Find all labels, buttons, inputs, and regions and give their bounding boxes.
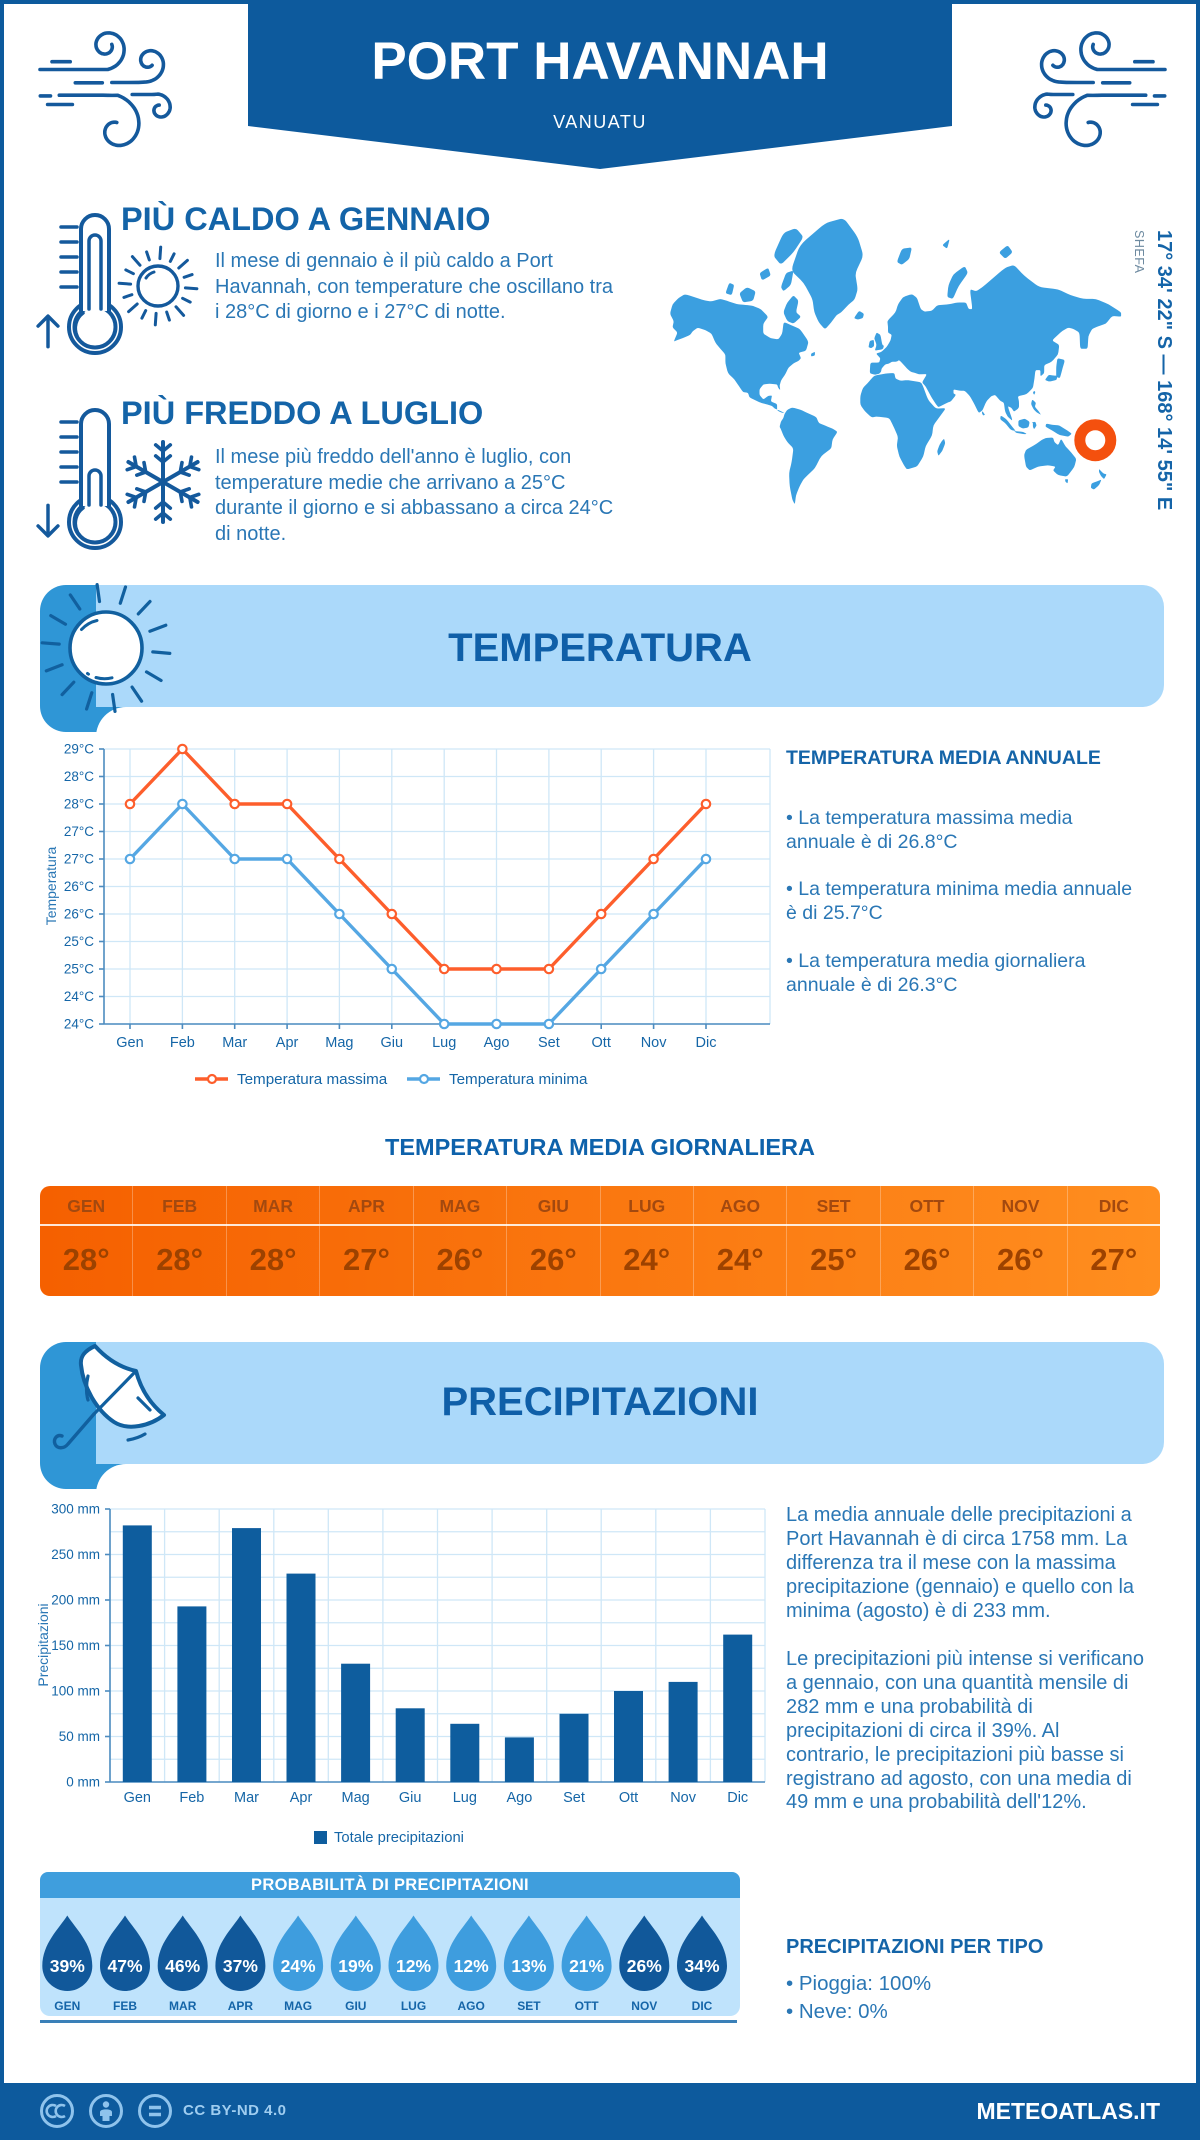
svg-text:26°C: 26°C [64,879,94,894]
svg-text:25°C: 25°C [64,962,94,977]
svg-text:Set: Set [538,1035,560,1051]
svg-text:Feb: Feb [170,1035,195,1051]
svg-text:Nov: Nov [670,1790,697,1806]
svg-text:12%: 12% [454,1956,489,1976]
svg-text:39%: 39% [50,1956,85,1976]
svg-text:13%: 13% [511,1956,546,1976]
svg-text:24%: 24% [281,1956,316,1976]
svg-text:Giu: Giu [381,1035,404,1051]
svg-text:27°C: 27°C [64,852,94,867]
svg-text:OTT: OTT [575,1999,600,2013]
svg-text:Ago: Ago [506,1790,532,1806]
svg-text:Set: Set [563,1790,585,1806]
svg-text:Precipitazioni: Precipitazioni [35,1603,51,1686]
svg-text:Mar: Mar [222,1035,247,1051]
svg-text:100 mm: 100 mm [51,1684,100,1699]
svg-text:APR: APR [228,1999,254,2013]
svg-text:Ott: Ott [619,1790,638,1806]
svg-text:26%: 26% [627,1956,662,1976]
svg-text:37%: 37% [223,1956,258,1976]
svg-text:AGO: AGO [458,1999,485,2013]
svg-text:Feb: Feb [179,1790,204,1806]
svg-text:29°C: 29°C [64,742,94,757]
svg-text:21%: 21% [569,1956,604,1976]
svg-text:250 mm: 250 mm [51,1547,100,1562]
svg-text:SET: SET [517,1999,541,2013]
svg-text:24°C: 24°C [64,1017,94,1032]
svg-text:Mag: Mag [325,1035,353,1051]
svg-text:47%: 47% [107,1956,142,1976]
svg-text:FEB: FEB [113,1999,137,2013]
svg-text:Temperatura massima: Temperatura massima [237,1071,388,1088]
svg-text:34%: 34% [684,1956,719,1976]
svg-text:300 mm: 300 mm [51,1502,100,1517]
svg-text:DIC: DIC [692,1999,713,2013]
svg-text:150 mm: 150 mm [51,1638,100,1653]
svg-text:GEN: GEN [54,1999,80,2013]
svg-text:Gen: Gen [124,1790,151,1806]
svg-text:Apr: Apr [290,1790,313,1806]
svg-text:NOV: NOV [631,1999,657,2013]
svg-text:26°C: 26°C [64,907,94,922]
svg-text:Mar: Mar [234,1790,259,1806]
svg-text:Dic: Dic [696,1035,717,1051]
svg-text:Dic: Dic [727,1790,748,1806]
svg-text:Mag: Mag [341,1790,369,1806]
svg-text:MAG: MAG [284,1999,312,2013]
svg-text:MAR: MAR [169,1999,197,2013]
svg-text:27°C: 27°C [64,824,94,839]
svg-text:LUG: LUG [401,1999,426,2013]
svg-text:Nov: Nov [641,1035,668,1051]
svg-text:19%: 19% [338,1956,373,1976]
svg-text:12%: 12% [396,1956,431,1976]
svg-text:Temperatura: Temperatura [43,846,59,925]
svg-text:Lug: Lug [453,1790,477,1806]
svg-text:Gen: Gen [116,1035,143,1051]
svg-text:24°C: 24°C [64,989,94,1004]
svg-text:28°C: 28°C [64,769,94,784]
svg-text:Temperatura minima: Temperatura minima [449,1071,588,1088]
svg-text:Totale precipitazioni: Totale precipitazioni [334,1830,464,1846]
svg-text:Apr: Apr [276,1035,299,1051]
svg-text:Giu: Giu [399,1790,422,1806]
svg-text:25°C: 25°C [64,934,94,949]
svg-text:Ago: Ago [484,1035,510,1051]
svg-text:46%: 46% [165,1956,200,1976]
svg-text:0 mm: 0 mm [66,1775,100,1790]
svg-text:GIU: GIU [345,1999,366,2013]
svg-text:Lug: Lug [432,1035,456,1051]
svg-text:200 mm: 200 mm [51,1593,100,1608]
svg-text:Ott: Ott [592,1035,611,1051]
svg-text:28°C: 28°C [64,797,94,812]
svg-text:50 mm: 50 mm [59,1729,100,1744]
